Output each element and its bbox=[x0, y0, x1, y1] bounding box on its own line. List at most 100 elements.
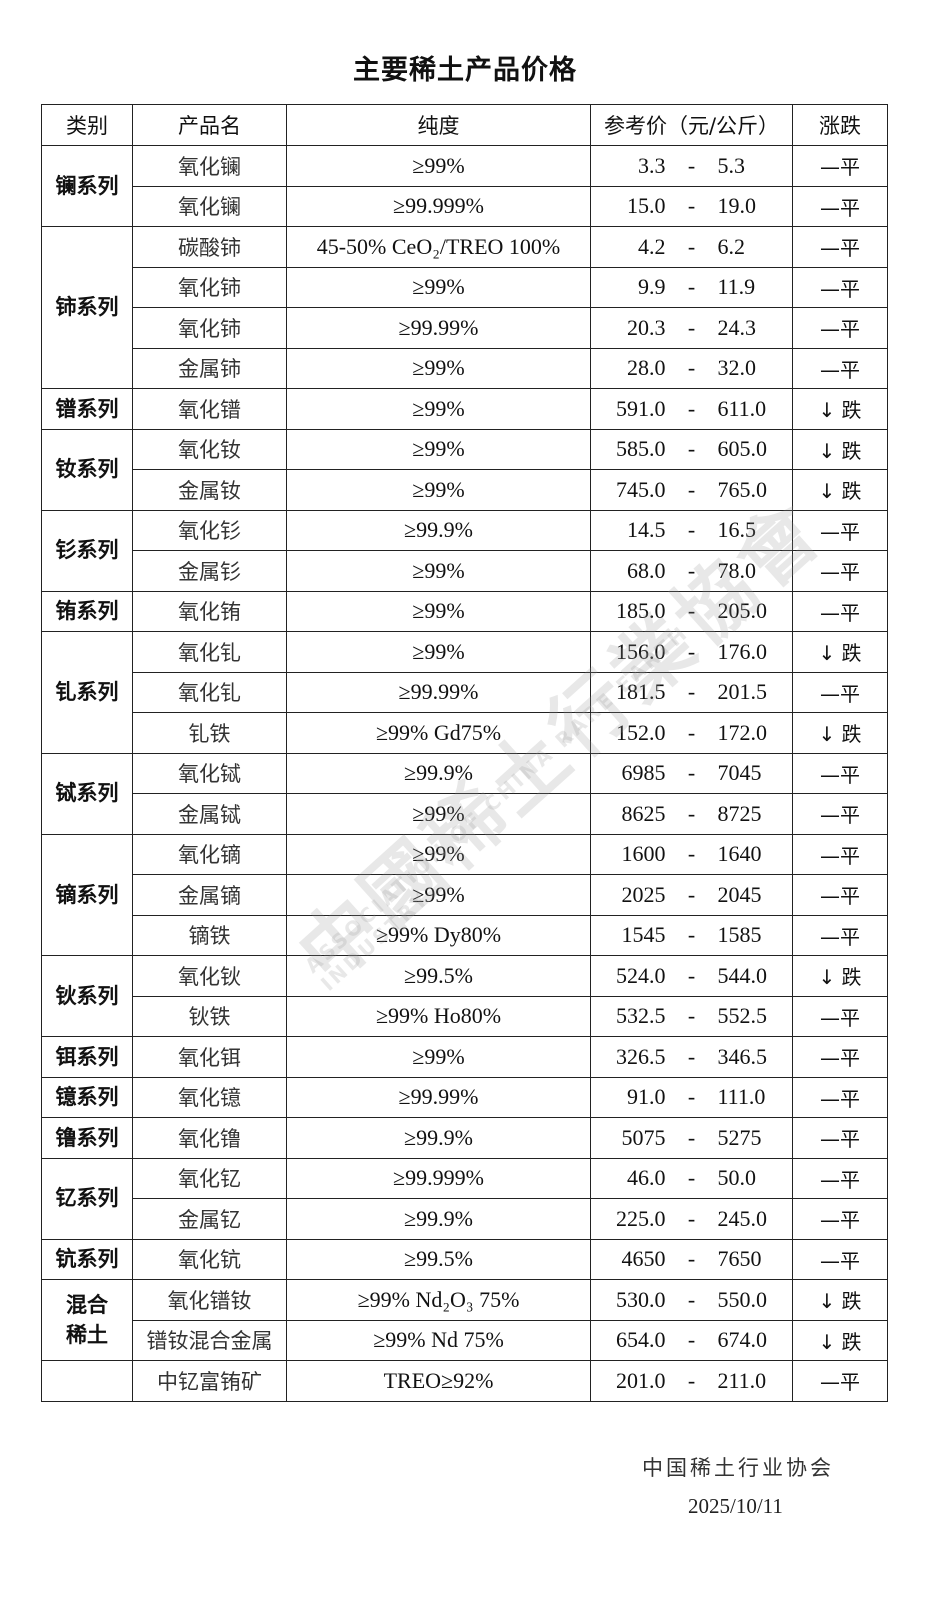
category-label: 铈系列 bbox=[55, 295, 119, 320]
table-row: 钐系列 氧化钐 ≥99.9% 14.5-16.5 —平 bbox=[41, 509, 888, 592]
price-trend: —平 bbox=[792, 833, 888, 875]
price-trend: —平 bbox=[792, 793, 888, 835]
category-label: 钬系列 bbox=[55, 983, 119, 1008]
category-label: 镥系列 bbox=[55, 1125, 119, 1150]
price-separator: - bbox=[687, 638, 696, 664]
header-trend: 涨跌 bbox=[792, 104, 888, 146]
price-high: 201.5 bbox=[717, 679, 768, 705]
product-name: 氧化镧 bbox=[132, 145, 287, 187]
price-trend: —平 bbox=[792, 550, 888, 592]
category-label: 镨系列 bbox=[55, 396, 119, 421]
price-trend: —平 bbox=[792, 347, 888, 389]
price-trend: —平 bbox=[792, 752, 888, 794]
price-trend: —平 bbox=[792, 226, 888, 268]
reference-price: 4.2-6.2 bbox=[590, 226, 793, 268]
price-trend: —平 bbox=[792, 995, 888, 1037]
table-row: 镨钕混合金属 ≥99% Nd 75% 654.0-674.0 ↓ 跌 bbox=[42, 1319, 888, 1361]
product-name: 金属钕 bbox=[132, 469, 287, 511]
price-low: 5075 bbox=[621, 1124, 666, 1150]
price-trend: ↓ 跌 bbox=[792, 1279, 888, 1321]
price-low: 15.0 bbox=[627, 193, 666, 219]
price-low: 28.0 bbox=[627, 355, 666, 381]
reference-price: 532.5-552.5 bbox=[590, 995, 793, 1037]
price-low: 745.0 bbox=[616, 476, 666, 502]
table-header-row: 类别 产品名 纯度 参考价（元/公斤） 涨跌 bbox=[41, 104, 888, 146]
table-row: 钇系列 氧化钇 ≥99.999% 46.0-50.0 —平 bbox=[41, 1157, 888, 1240]
price-separator: - bbox=[687, 436, 696, 462]
reference-price: 225.0-245.0 bbox=[590, 1198, 793, 1240]
price-separator: - bbox=[687, 841, 696, 867]
price-trend: —平 bbox=[792, 1360, 888, 1402]
price-high: 6.2 bbox=[717, 233, 746, 259]
product-name: 氧化铕 bbox=[132, 590, 287, 632]
table-row: 氧化铈 ≥99% 9.9-11.9 —平 bbox=[42, 266, 888, 308]
product-name: 金属镝 bbox=[132, 874, 287, 916]
price-low: 654.0 bbox=[616, 1327, 666, 1353]
price-table: 类别 产品名 纯度 参考价（元/公斤） 涨跌 镧系列 氧化镧 ≥99% 3.3-5.3… bbox=[41, 104, 888, 1402]
category-cell: 钕系列 bbox=[41, 428, 133, 511]
purity: ≥99.9% bbox=[286, 509, 591, 551]
price-high: 674.0 bbox=[717, 1327, 768, 1353]
reference-price: 530.0-550.0 bbox=[590, 1279, 793, 1321]
purity: 45-50% CeO₂/TREO 100% bbox=[286, 226, 591, 268]
price-separator: - bbox=[687, 274, 696, 300]
table-row: 钪系列 氧化钪 ≥99.5% 4650-7650 —平 bbox=[41, 1238, 888, 1280]
price-trend: ↓ 跌 bbox=[792, 712, 888, 754]
price-trend: —平 bbox=[792, 509, 888, 551]
purity: ≥99% bbox=[286, 590, 591, 632]
product-name: 金属钐 bbox=[132, 550, 287, 592]
price-high: 111.0 bbox=[717, 1084, 766, 1110]
reference-price: 201.0-211.0 bbox=[590, 1360, 793, 1402]
price-low: 46.0 bbox=[627, 1165, 666, 1191]
price-high: 11.9 bbox=[717, 274, 756, 300]
price-high: 544.0 bbox=[717, 962, 768, 988]
price-separator: - bbox=[687, 1286, 696, 1312]
product-name: 金属钇 bbox=[132, 1198, 287, 1240]
price-trend: —平 bbox=[792, 914, 888, 956]
reference-price: 46.0-50.0 bbox=[590, 1157, 793, 1199]
price-high: 211.0 bbox=[717, 1367, 767, 1393]
product-name: 镨钕混合金属 bbox=[132, 1319, 287, 1361]
purity: ≥99% Gd75% bbox=[286, 712, 591, 754]
header-product: 产品名 bbox=[132, 104, 287, 146]
price-high: 7045 bbox=[717, 760, 762, 786]
price-low: 201.0 bbox=[616, 1367, 666, 1393]
price-high: 19.0 bbox=[717, 193, 757, 219]
table-row: 钬系列 氧化钬 ≥99.5% 524.0-544.0 ↓ 跌 bbox=[41, 955, 888, 1037]
purity: ≥99.5% bbox=[286, 955, 591, 997]
category-label: 铒系列 bbox=[55, 1044, 119, 1069]
category-label: 镝系列 bbox=[55, 882, 119, 907]
category-label: 混合稀土 bbox=[66, 1292, 108, 1347]
price-separator: - bbox=[687, 557, 696, 583]
category-cell: 钬系列 bbox=[41, 955, 133, 1037]
price-high: 5.3 bbox=[717, 152, 746, 178]
price-separator: - bbox=[687, 922, 696, 948]
table-row: 金属镝 ≥99% 2025-2045 —平 bbox=[42, 874, 888, 916]
table-row: 镨系列 氧化镨 ≥99% 591.0-611.0 ↓ 跌 bbox=[41, 388, 888, 430]
table-row: 镧系列 氧化镧 ≥99% 3.3-5.3 —平 bbox=[41, 145, 888, 227]
price-separator: - bbox=[687, 881, 696, 907]
product-name: 氧化镥 bbox=[132, 1117, 287, 1159]
price-separator: - bbox=[687, 355, 696, 381]
price-trend: —平 bbox=[792, 1036, 888, 1078]
table-row: 氧化镧 ≥99.999% 15.0-19.0 —平 bbox=[42, 185, 888, 227]
category-cell: 钆系列 bbox=[41, 631, 133, 754]
reference-price: 5075-5275 bbox=[590, 1117, 793, 1159]
product-name: 氧化钐 bbox=[132, 509, 287, 551]
reference-price: 68.0-78.0 bbox=[590, 550, 793, 592]
price-low: 4650 bbox=[621, 1246, 666, 1272]
price-separator: - bbox=[687, 719, 696, 745]
reference-price: 152.0-172.0 bbox=[590, 712, 793, 754]
category-cell: 镧系列 bbox=[41, 145, 133, 227]
product-name: 金属铽 bbox=[132, 793, 287, 835]
category-cell: 镝系列 bbox=[41, 833, 133, 956]
category-label: 钆系列 bbox=[55, 680, 119, 705]
price-separator: - bbox=[687, 1084, 696, 1110]
price-trend: —平 bbox=[792, 266, 888, 308]
header-purity: 纯度 bbox=[286, 104, 591, 146]
product-name: 氧化钇 bbox=[132, 1157, 287, 1199]
purity: ≥99% Nd₂O₃ 75% bbox=[286, 1279, 591, 1321]
reference-price: 91.0-111.0 bbox=[590, 1076, 793, 1118]
reference-price: 9.9-11.9 bbox=[590, 266, 793, 308]
product-name: 氧化镧 bbox=[132, 185, 287, 227]
